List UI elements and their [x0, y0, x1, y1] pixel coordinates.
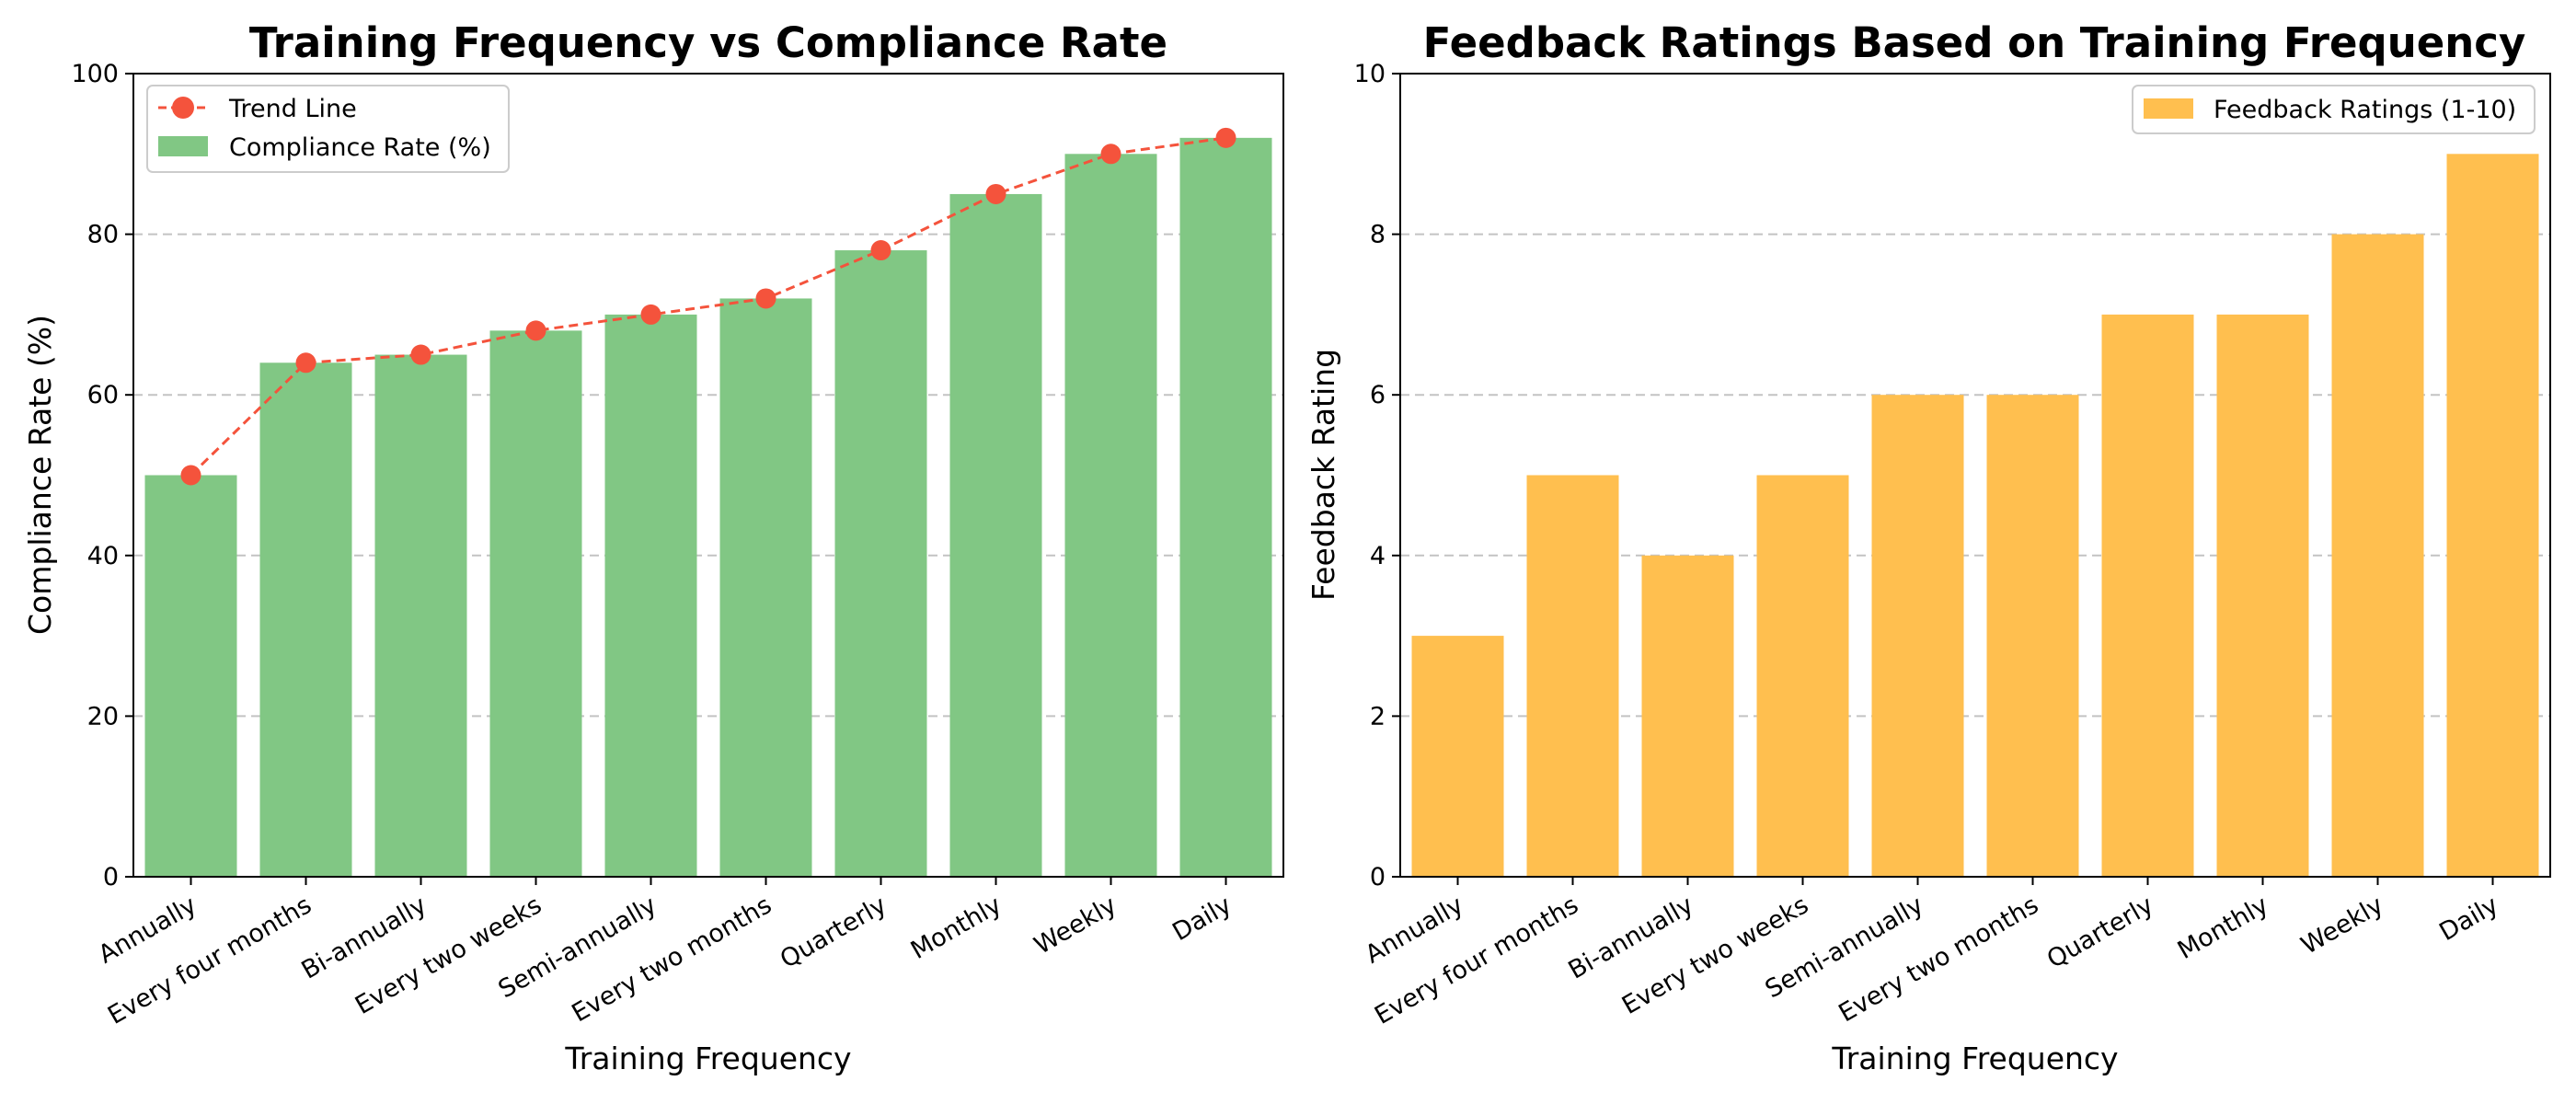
legend-entry-compliance-rate: Compliance Rate (%): [229, 133, 491, 162]
bar: [1986, 395, 2079, 877]
chart-title: Training Frequency vs Compliance Rate: [249, 18, 1167, 67]
bar: [1756, 475, 1849, 877]
bar: [259, 362, 352, 877]
x-tick-label: Monthly: [2173, 891, 2273, 965]
y-tick-label: 4: [1370, 542, 1386, 570]
x-axis-label: Training Frequency: [1831, 1041, 2118, 1076]
x-tick-label: Every two months: [568, 891, 776, 1028]
bar: [2101, 314, 2194, 877]
legend-marker-swatch: [172, 97, 194, 119]
trend-point: [755, 288, 776, 309]
trend-point: [985, 183, 1006, 204]
x-tick-label: Monthly: [906, 891, 1006, 965]
bar: [1641, 555, 1734, 877]
x-axis-label: Training Frequency: [564, 1041, 851, 1076]
x-tick-label: Every two weeks: [351, 891, 546, 1020]
feedback-chart: Feedback Ratings Based on Training Frequ…: [1305, 18, 2551, 1076]
y-tick-label: 80: [87, 221, 119, 249]
bar: [374, 354, 467, 877]
y-tick-label: 0: [1370, 863, 1386, 891]
legend: Trend Line Compliance Rate (%): [146, 85, 510, 173]
y-tick-label: 2: [1370, 702, 1386, 730]
x-tick-label: Every four months: [1370, 891, 1583, 1030]
y-tick-label: 100: [71, 60, 119, 88]
legend-box: [2132, 85, 2536, 134]
x-tick-label: Quarterly: [2042, 891, 2158, 974]
legend: Feedback Ratings (1-10): [2132, 85, 2536, 134]
bar: [949, 193, 1042, 877]
trend-point: [180, 465, 201, 486]
x-tick-label: Weekly: [2296, 891, 2388, 960]
y-tick-label: 0: [103, 863, 119, 891]
bar: [1871, 395, 1964, 877]
trend-point: [295, 352, 316, 374]
bar: [2446, 154, 2539, 878]
bar: [834, 250, 927, 877]
y-tick-label: 8: [1370, 221, 1386, 249]
bar: [1526, 475, 1619, 877]
bar: [144, 475, 237, 877]
x-tick-label: Every two months: [1834, 891, 2043, 1028]
legend-entry-feedback-ratings: Feedback Ratings (1-10): [2214, 96, 2516, 124]
bar: [2216, 314, 2309, 877]
legend-box: [146, 85, 510, 173]
x-tick-label: Quarterly: [776, 891, 891, 974]
legend-bar-swatch: [158, 136, 208, 156]
x-tick-label: Every two weeks: [1617, 891, 1813, 1020]
y-tick-label: 40: [87, 542, 119, 570]
plot-frame: [132, 73, 1284, 878]
trend-line: [190, 136, 1226, 477]
trend-point: [410, 344, 431, 365]
chart-title: Feedback Ratings Based on Training Frequ…: [1423, 18, 2526, 67]
y-tick-label: 10: [1354, 60, 1386, 88]
x-tick-label: Daily: [1167, 891, 1236, 947]
compliance-chart: Training Frequency vs Compliance Rate 0 2…: [22, 18, 1284, 1076]
plot-frame: [1399, 73, 2551, 878]
x-tick-label: Weekly: [1029, 891, 1121, 960]
bar: [604, 314, 697, 877]
y-tick-label: 20: [87, 702, 119, 730]
y-tick-label: 6: [1370, 381, 1386, 409]
x-tick-label: Daily: [2434, 891, 2503, 947]
bar: [1411, 636, 1504, 877]
trend-point: [640, 304, 661, 325]
y-axis-label: Compliance Rate (%): [22, 315, 58, 635]
trend-point: [525, 320, 546, 341]
bar: [2331, 234, 2424, 878]
x-tick-label: Every four months: [103, 891, 316, 1030]
bar: [719, 298, 812, 877]
bar: [1179, 137, 1272, 878]
y-axis-label: Feedback Rating: [1305, 349, 1341, 601]
bar: [489, 330, 582, 877]
bar: [1064, 154, 1157, 878]
y-tick-label: 60: [87, 381, 119, 409]
trend-point: [1215, 127, 1236, 148]
legend-entry-trend-line: Trend Line: [228, 95, 357, 123]
legend-bar-swatch: [2144, 98, 2193, 119]
trend-point: [1100, 144, 1121, 165]
trend-point: [870, 240, 891, 261]
